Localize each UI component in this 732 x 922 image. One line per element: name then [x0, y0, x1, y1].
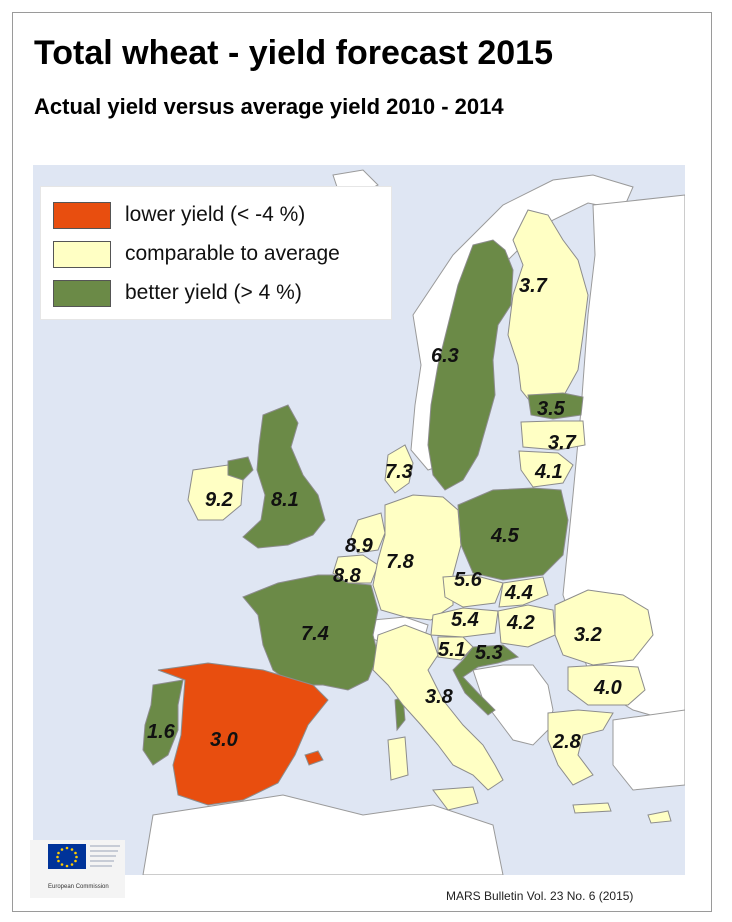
region-sardinia: [387, 736, 409, 781]
label-estonia: 3.5: [537, 398, 566, 420]
region-spain: [157, 662, 329, 806]
region-poland: [457, 487, 569, 581]
label-denmark: 7.3: [385, 461, 413, 483]
label-italy: 3.8: [425, 686, 454, 708]
region-greece: [547, 709, 614, 786]
region-czech-republic: [442, 574, 504, 608]
region-romania: [554, 589, 654, 666]
legend-swatch-lower: [53, 201, 111, 229]
legend-label-comparable: comparable to average: [125, 242, 340, 265]
label-belgium: 8.8: [333, 565, 362, 587]
label-bulgaria: 4.0: [593, 677, 622, 699]
map-title: Total wheat - yield forecast 2015: [34, 34, 553, 72]
region-sweden: [427, 239, 514, 491]
label-ireland: 9.2: [205, 489, 233, 511]
label-hungary: 4.2: [506, 612, 535, 634]
legend-item-better: better yield (> 4 %): [53, 278, 302, 308]
legend: lower yield (< -4 %) comparable to avera…: [40, 186, 392, 320]
label-spain: 3.0: [210, 729, 238, 751]
region-netherlands: [350, 512, 386, 554]
region-sicily: [432, 786, 479, 811]
region-france: [242, 574, 379, 691]
european-commission-logo: [30, 840, 125, 898]
label-croatia: 5.3: [475, 642, 503, 664]
region-crete: [572, 802, 612, 814]
label-portugal: 1.6: [147, 721, 176, 743]
label-greece: 2.8: [552, 731, 582, 753]
region-croatia: [452, 644, 520, 716]
region-northern-ireland: [227, 456, 254, 481]
region-finland: [507, 209, 589, 406]
value-labels: 3.7 6.3 3.5 3.7 4.1 7.3 9.2 8.1 8.9 8.8 …: [147, 275, 622, 753]
label-slovakia: 4.4: [504, 582, 533, 604]
legend-label-lower: lower yield (< -4 %): [125, 203, 306, 226]
label-united-kingdom: 8.1: [271, 489, 299, 511]
non-eu-land-north-africa: [142, 794, 504, 875]
label-sweden: 6.3: [431, 345, 459, 367]
label-netherlands: 8.9: [345, 535, 374, 557]
legend-swatch-better: [53, 279, 111, 307]
label-germany: 7.8: [386, 551, 415, 573]
legend-item-lower: lower yield (< -4 %): [53, 200, 305, 230]
label-czech-republic: 5.6: [454, 569, 483, 591]
region-cyprus: [647, 810, 672, 824]
label-poland: 4.5: [490, 525, 520, 547]
region-italy: [372, 624, 504, 791]
label-slovenia: 5.1: [438, 639, 466, 661]
region-bulgaria: [567, 664, 646, 706]
region-lithuania: [518, 450, 574, 488]
label-latvia: 3.7: [548, 432, 577, 454]
label-austria: 5.4: [451, 609, 479, 631]
non-eu-land-turkey: [612, 709, 685, 791]
region-balearic-islands: [304, 750, 324, 766]
region-latvia: [520, 420, 586, 451]
label-finland: 3.7: [519, 275, 548, 297]
label-romania: 3.2: [574, 624, 602, 646]
region-portugal: [142, 679, 184, 766]
region-belgium: [332, 554, 379, 584]
region-united-kingdom: [242, 404, 326, 549]
legend-item-comparable: comparable to average: [53, 239, 340, 269]
european-commission-text: European Commission: [48, 884, 109, 890]
source-citation: MARS Bulletin Vol. 23 No. 6 (2015): [446, 889, 634, 903]
region-estonia: [527, 392, 584, 420]
label-france: 7.4: [301, 623, 329, 645]
map-subtitle: Actual yield versus average yield 2010 -…: [34, 94, 504, 119]
region-slovakia: [498, 576, 549, 608]
region-denmark: [384, 444, 414, 494]
label-lithuania: 4.1: [534, 461, 563, 483]
legend-swatch-comparable: [53, 240, 111, 268]
legend-label-better: better yield (> 4 %): [125, 281, 302, 304]
